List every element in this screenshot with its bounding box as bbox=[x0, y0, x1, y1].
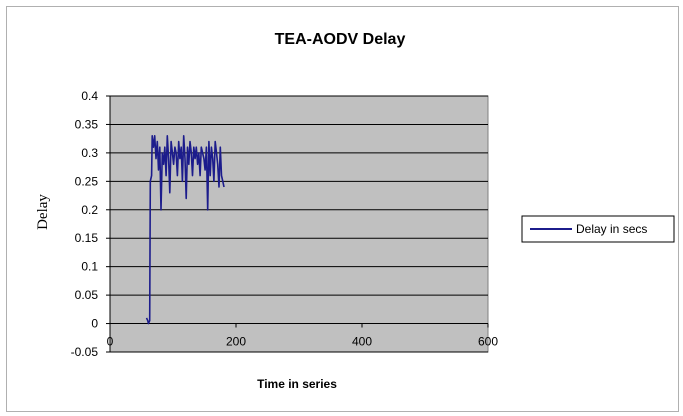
y-tick-label: 0.4 bbox=[81, 89, 98, 103]
y-tick-label: 0.1 bbox=[81, 260, 98, 274]
plot-area bbox=[109, 95, 489, 353]
y-axis-ticks: -0.05 0 0.05 0.1 0.15 0.2 0.25 0.3 0.35 0.4 bbox=[71, 89, 110, 359]
x-axis-label: Time in series bbox=[257, 377, 337, 391]
y-tick-label: -0.05 bbox=[71, 345, 99, 359]
x-tick-label: 400 bbox=[352, 335, 372, 349]
y-tick-label: 0.15 bbox=[75, 231, 99, 245]
y-tick-label: 0 bbox=[91, 317, 98, 331]
legend-label: Delay in secs bbox=[576, 222, 647, 236]
series-line-delay-in-secs bbox=[145, 135, 225, 325]
y-tick-label: 0.05 bbox=[75, 288, 99, 302]
y-axis-label: Delay bbox=[35, 194, 51, 230]
plot-background bbox=[109, 95, 489, 353]
y-tick-label: 0.2 bbox=[81, 203, 98, 217]
y-tick-label: 0.35 bbox=[75, 117, 99, 131]
x-tick-label: 600 bbox=[478, 335, 498, 349]
chart-title: TEA-AODV Delay bbox=[275, 31, 406, 48]
y-tick-label: 0.3 bbox=[81, 146, 98, 160]
x-tick-label: 200 bbox=[226, 335, 246, 349]
x-axis-ticks: 0 200 400 600 bbox=[107, 323, 498, 349]
legend: Delay in secs bbox=[521, 215, 675, 243]
y-tick-label: 0.25 bbox=[75, 174, 99, 188]
x-tick-label: 0 bbox=[107, 335, 114, 349]
series-layer bbox=[145, 135, 225, 325]
